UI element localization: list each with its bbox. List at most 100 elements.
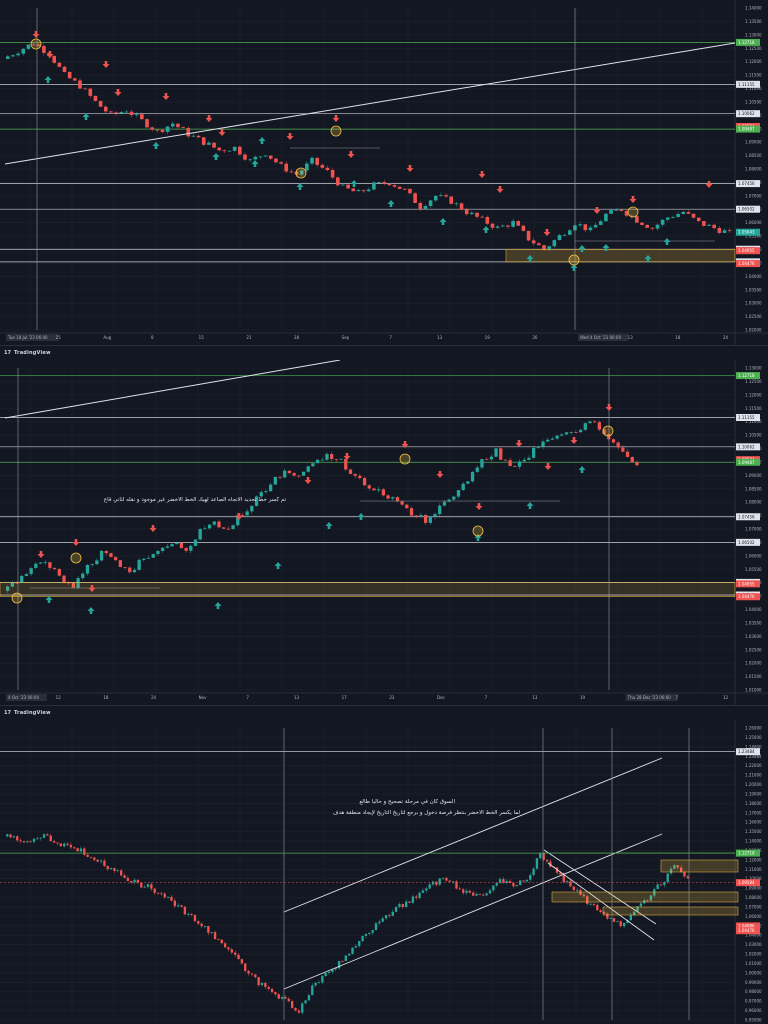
candle-body (190, 913, 193, 915)
price-tick-label: 1.11500 (745, 73, 762, 78)
candle-body (339, 458, 343, 460)
price-tick-label: 1.13000 (745, 32, 762, 37)
candle-body (207, 142, 211, 145)
tradingview-bar-2: 17 TradingView (0, 705, 768, 720)
candle-body (529, 875, 532, 880)
candle-body (372, 182, 376, 190)
price-tick-label: 1.04000 (745, 607, 762, 612)
time-tick-label: 23 (389, 695, 395, 700)
candle-body (78, 80, 82, 89)
time-tick-label: 15 (199, 335, 205, 340)
price-tick-label: 1.06000 (745, 220, 762, 225)
time-tick-label: 13 (437, 335, 443, 340)
candle-body (203, 528, 207, 530)
arrow-down-icon (406, 165, 414, 172)
candle-body (76, 578, 80, 588)
candle-body (442, 501, 447, 506)
candle-body (400, 501, 404, 505)
arrow-down-icon (102, 61, 110, 68)
candle-body (299, 170, 304, 175)
chart-panel-3[interactable]: Euro / US Dollar, 4h, Tradeex Cusa O1.05… (0, 720, 768, 1024)
time-tick-label: 19 (580, 695, 586, 700)
chart-panel-1[interactable]: Euro / US Dollar, 4h, Tradeex Cusa O1.05… (0, 0, 768, 345)
candle-body (234, 952, 237, 955)
candle-body (124, 111, 129, 113)
candle-body (448, 880, 451, 882)
candle-body (232, 146, 237, 151)
candle-body (247, 970, 250, 974)
chart-background (0, 0, 768, 345)
candle-body (547, 246, 551, 250)
candle-body (98, 100, 103, 107)
candle-body (259, 492, 263, 497)
candle-body (63, 843, 66, 847)
candle-body (196, 135, 201, 138)
chart-panel-2[interactable]: Euro / US Dollar, 4h, Tradeex Cusa O1.05… (0, 360, 768, 705)
candle-body (16, 53, 20, 56)
candle-body (413, 193, 417, 203)
candle-body (456, 490, 461, 497)
candle-body (258, 156, 263, 158)
price-level-tag-label: 1.04476 (738, 261, 755, 266)
candle-body (83, 848, 86, 855)
price-level-tag (736, 247, 760, 255)
candle-body (268, 484, 273, 492)
candle-body (545, 859, 549, 862)
candle-body (485, 893, 488, 896)
candle-body (160, 547, 165, 551)
candle-body (433, 195, 438, 201)
chart-canvas-1[interactable]: 1.14000 1.13500 1.13000 1.12500 1.12000 1.115… (0, 0, 768, 345)
time-tick-label: 12 (56, 695, 62, 700)
arrow-down-icon (629, 196, 637, 203)
candle-body (475, 467, 479, 472)
price-tick-label: 1.12000 (745, 392, 762, 397)
price-level-tag (736, 458, 760, 466)
candle-body (305, 163, 309, 171)
candle-body (629, 915, 632, 921)
arrow-up-icon (357, 513, 365, 520)
candle-body (439, 195, 443, 196)
candle-body (656, 884, 659, 890)
candle-body (294, 171, 299, 175)
candle-body (137, 559, 141, 570)
candle-body (665, 217, 670, 220)
candle-body (353, 473, 357, 476)
chart-canvas-3[interactable]: 1.260001.250001.240001.234841.220001.210… (0, 720, 768, 1024)
price-level-tag (736, 125, 760, 133)
candle-body (612, 918, 616, 922)
candle-body (321, 976, 324, 983)
time-tick-label: 13 (294, 695, 300, 700)
candle-body (550, 438, 555, 440)
candle-body (76, 848, 79, 852)
arrow-up-icon (212, 153, 220, 160)
candle-body (103, 860, 106, 867)
candle-body (48, 562, 52, 568)
candle-body (428, 200, 433, 207)
arrow-up-icon (152, 142, 160, 149)
candle-body (565, 881, 569, 883)
price-level-tag-label: 1.07456 (738, 181, 755, 186)
candle-body (89, 856, 93, 858)
candle-body (676, 865, 679, 868)
pivot-circle-marker (30, 38, 42, 50)
trend-line (4, 42, 736, 165)
candle-body (253, 156, 258, 160)
candle-body (133, 879, 136, 883)
candle-body (361, 935, 364, 942)
chart-canvas-2[interactable]: 1.13000 1.12500 1.12000 1.11500 1.11000 1.105… (0, 360, 768, 705)
candle-body (83, 88, 87, 90)
demand-zone (551, 891, 739, 903)
candle-body (114, 557, 118, 561)
pivot-circle-marker (295, 167, 307, 179)
candle-body (669, 868, 673, 874)
candle-body (67, 71, 72, 79)
candle-body (119, 112, 124, 114)
price-tick-label: 1.08500 (745, 486, 762, 491)
candle-body (522, 459, 526, 462)
candle-body (438, 505, 442, 515)
candle-body (222, 150, 227, 152)
candle-body (351, 188, 356, 192)
candle-body (311, 985, 314, 996)
candle-body (150, 884, 153, 889)
candle-body (16, 836, 19, 841)
